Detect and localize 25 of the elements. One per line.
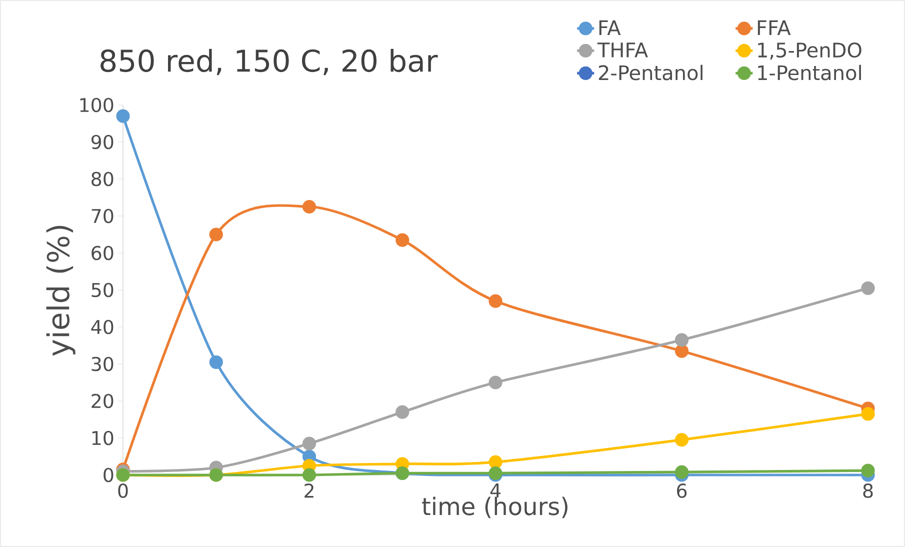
y-tick-label: 90 (91, 134, 114, 150)
legend-label: 2-Pentanol (598, 64, 702, 80)
y-tick-label: 80 (92, 172, 114, 186)
x-tick-label: 4 (490, 484, 500, 498)
y-tick-label: 0 (104, 468, 114, 482)
y-tick-label: 70 (92, 208, 114, 224)
legend-label: 1,5-PenDO (758, 42, 862, 60)
y-tick-label: 100 (80, 98, 114, 112)
y-tick-label: 50 (92, 282, 114, 298)
x-tick-label: 0 (118, 484, 128, 498)
legend-label: FFA (758, 20, 791, 35)
y-tick-label: 40 (91, 320, 114, 334)
y-axis-title: yield (%) (46, 226, 76, 356)
y-tick-label: 10 (92, 430, 114, 446)
y-tick-label: 20 (92, 394, 114, 408)
legend-label: FA (599, 20, 621, 35)
x-axis-title: time (hours) (422, 496, 568, 518)
legend-label: THFA (597, 42, 648, 58)
y-tick-label: 60 (92, 246, 114, 260)
y-tick-label: 30 (92, 356, 114, 372)
x-tick-label: 2 (304, 484, 314, 498)
chart-title: 850 red, 150 C, 20 bar (100, 48, 438, 76)
x-tick-label: 6 (677, 484, 687, 498)
x-tick-label: 8 (863, 484, 873, 498)
legend-label: 1-Pentanol (758, 64, 861, 80)
